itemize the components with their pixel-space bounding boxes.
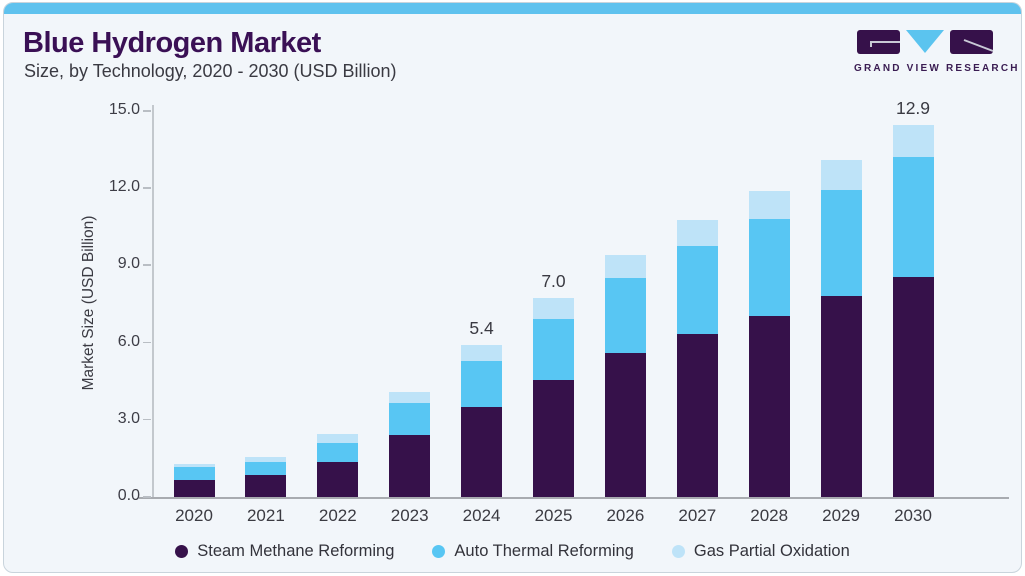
report-card: Blue Hydrogen Market Size, by Technology… bbox=[3, 2, 1022, 573]
bar-segment bbox=[173, 467, 215, 481]
y-tick-mark bbox=[143, 496, 151, 498]
bar-segment bbox=[604, 278, 646, 353]
bar-segment bbox=[748, 315, 790, 497]
bar-segment bbox=[604, 255, 646, 279]
legend-label: Auto Thermal Reforming bbox=[454, 541, 634, 560]
bar-segment bbox=[389, 391, 431, 404]
bar-segment bbox=[820, 296, 862, 497]
y-tick-label: 12.0 bbox=[108, 178, 140, 196]
bar-segment bbox=[317, 442, 359, 463]
legend-dot-icon bbox=[175, 544, 189, 558]
x-tick-label: 2029 bbox=[822, 506, 860, 525]
bar-segment bbox=[533, 297, 574, 320]
gvr-logo-text: GRAND VIEW RESEARCH bbox=[854, 63, 1020, 74]
x-tick-label: 2026 bbox=[606, 506, 645, 525]
y-tick-label: 9.0 bbox=[117, 255, 140, 273]
y-axis-line bbox=[152, 105, 154, 499]
bar-total-label: 7.0 bbox=[541, 270, 566, 291]
y-tick-mark bbox=[143, 341, 151, 344]
grand-view-research-logo: GRAND VIEW RESEARCH bbox=[854, 29, 1020, 74]
y-tick-label: 3.0 bbox=[117, 409, 140, 427]
bar-total-label: 12.9 bbox=[895, 98, 931, 119]
chart-area: Market Size (USD Billion) 0.0 3.0 6.0 9.0 12… bbox=[4, 3, 1021, 572]
y-tick-label: 6.0 bbox=[117, 332, 140, 350]
y-tick-mark bbox=[143, 418, 151, 421]
bar-segment bbox=[892, 277, 934, 497]
bar-segment bbox=[245, 462, 287, 476]
y-tick-mark bbox=[143, 264, 151, 266]
bar-segment bbox=[461, 345, 503, 361]
legend-item: Steam Methane Reforming bbox=[175, 542, 394, 561]
x-tick-label: 2030 bbox=[894, 506, 932, 525]
bar-segment bbox=[676, 333, 718, 497]
legend-label: Steam Methane Reforming bbox=[197, 541, 395, 560]
x-tick-label: 2025 bbox=[534, 506, 573, 525]
y-tick-mark bbox=[143, 110, 151, 112]
legend-item: Auto Thermal Reforming bbox=[432, 541, 634, 561]
bar-segment bbox=[389, 435, 431, 497]
bar-segment bbox=[892, 125, 934, 158]
bar-segment bbox=[389, 403, 431, 436]
legend-dot-icon bbox=[432, 544, 446, 558]
bar-segment bbox=[317, 462, 359, 497]
x-tick-label: 2027 bbox=[678, 506, 717, 525]
bar-segment bbox=[604, 352, 646, 497]
bar-total-label: 5.4 bbox=[469, 318, 494, 339]
bar-segment bbox=[245, 457, 287, 463]
x-tick-label: 2020 bbox=[175, 506, 213, 525]
x-axis-line bbox=[139, 497, 1009, 499]
y-tick-label: 0.0 bbox=[117, 487, 140, 504]
top-accent-strip bbox=[4, 3, 1021, 14]
bar-segment bbox=[173, 463, 215, 468]
legend-dot-icon bbox=[671, 544, 685, 558]
bar-segment bbox=[461, 360, 503, 407]
bar-segment bbox=[748, 190, 790, 220]
gvr-logo-icon bbox=[857, 30, 994, 54]
legend-item: Gas Partial Oxidation bbox=[671, 541, 850, 561]
bar-segment bbox=[317, 433, 359, 443]
y-tick-label: 15.0 bbox=[108, 101, 140, 119]
bar-segment bbox=[173, 480, 215, 497]
page-title: Blue Hydrogen Market bbox=[23, 27, 321, 59]
x-tick-label: 2021 bbox=[246, 506, 285, 525]
bar-segment bbox=[892, 157, 934, 277]
bar-segment bbox=[245, 475, 287, 497]
bar-segment bbox=[533, 379, 574, 497]
bar-segment bbox=[461, 406, 503, 497]
x-tick-label: 2022 bbox=[318, 506, 357, 525]
y-tick-mark bbox=[143, 187, 151, 189]
legend-label: Gas Partial Oxidation bbox=[693, 541, 850, 560]
chart-legend: Steam Methane Reforming Auto Thermal Refo… bbox=[4, 540, 1021, 562]
x-tick-label: 2023 bbox=[390, 506, 429, 525]
x-tick-label: 2024 bbox=[462, 506, 501, 525]
bar-segment bbox=[676, 220, 718, 247]
bar-segment bbox=[820, 189, 862, 297]
bar-segment bbox=[820, 159, 862, 190]
page-subtitle: Size, by Technology, 2020 - 2030 (USD Bi… bbox=[24, 61, 397, 81]
y-axis-title: Market Size (USD Billion) bbox=[80, 215, 97, 391]
bar-segment bbox=[748, 219, 790, 316]
x-tick-label: 2028 bbox=[750, 506, 789, 525]
bar-segment bbox=[676, 246, 718, 334]
bar-segment bbox=[533, 319, 574, 380]
